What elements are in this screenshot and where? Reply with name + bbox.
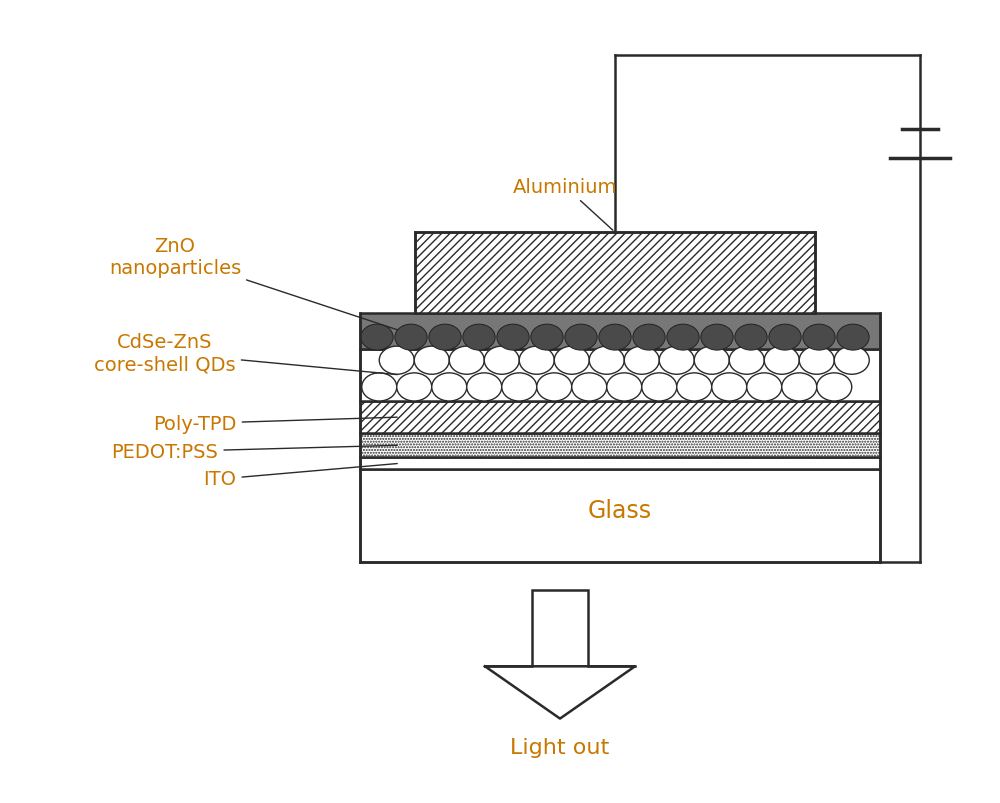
Circle shape — [599, 324, 631, 351]
Bar — [360, 349, 880, 402]
Circle shape — [677, 373, 712, 402]
Circle shape — [837, 324, 869, 351]
Circle shape — [701, 324, 733, 351]
Circle shape — [667, 324, 699, 351]
Circle shape — [395, 324, 427, 351]
Circle shape — [449, 347, 484, 375]
Circle shape — [607, 373, 642, 402]
Circle shape — [834, 347, 869, 375]
Bar — [360, 470, 880, 562]
Circle shape — [633, 324, 665, 351]
Circle shape — [554, 347, 589, 375]
Circle shape — [782, 373, 817, 402]
Circle shape — [769, 324, 801, 351]
Text: Glass: Glass — [588, 498, 652, 522]
Circle shape — [497, 324, 529, 351]
Circle shape — [799, 347, 834, 375]
Circle shape — [361, 324, 393, 351]
Circle shape — [565, 324, 597, 351]
Circle shape — [531, 324, 563, 351]
Circle shape — [463, 324, 495, 351]
Circle shape — [432, 373, 467, 402]
Circle shape — [537, 373, 572, 402]
Circle shape — [589, 347, 624, 375]
Bar — [360, 313, 880, 349]
Circle shape — [735, 324, 767, 351]
Circle shape — [362, 373, 397, 402]
Circle shape — [624, 347, 659, 375]
Circle shape — [803, 324, 835, 351]
Text: Poly-TPD: Poly-TPD — [153, 414, 397, 434]
Bar — [532, 590, 588, 666]
Circle shape — [414, 347, 449, 375]
Circle shape — [467, 373, 502, 402]
Circle shape — [519, 347, 554, 375]
Circle shape — [429, 324, 461, 351]
Polygon shape — [485, 666, 635, 719]
Circle shape — [572, 373, 607, 402]
Text: CdSe-ZnS
core-shell QDs: CdSe-ZnS core-shell QDs — [94, 333, 397, 375]
Bar — [360, 402, 880, 434]
Circle shape — [397, 373, 432, 402]
Circle shape — [694, 347, 729, 375]
Circle shape — [484, 347, 519, 375]
Circle shape — [817, 373, 852, 402]
Circle shape — [379, 347, 414, 375]
Text: Light out: Light out — [510, 737, 610, 756]
Circle shape — [712, 373, 747, 402]
Bar — [360, 458, 880, 470]
Circle shape — [729, 347, 764, 375]
Circle shape — [642, 373, 677, 402]
Circle shape — [747, 373, 782, 402]
Text: ITO: ITO — [204, 464, 397, 489]
Circle shape — [764, 347, 799, 375]
Bar — [415, 233, 815, 313]
Circle shape — [502, 373, 537, 402]
Bar — [360, 434, 880, 458]
Text: PEDOT:PSS: PEDOT:PSS — [112, 442, 397, 462]
Text: ZnO
nanoparticles: ZnO nanoparticles — [109, 237, 397, 330]
Circle shape — [659, 347, 694, 375]
Text: Aluminium: Aluminium — [513, 177, 617, 231]
